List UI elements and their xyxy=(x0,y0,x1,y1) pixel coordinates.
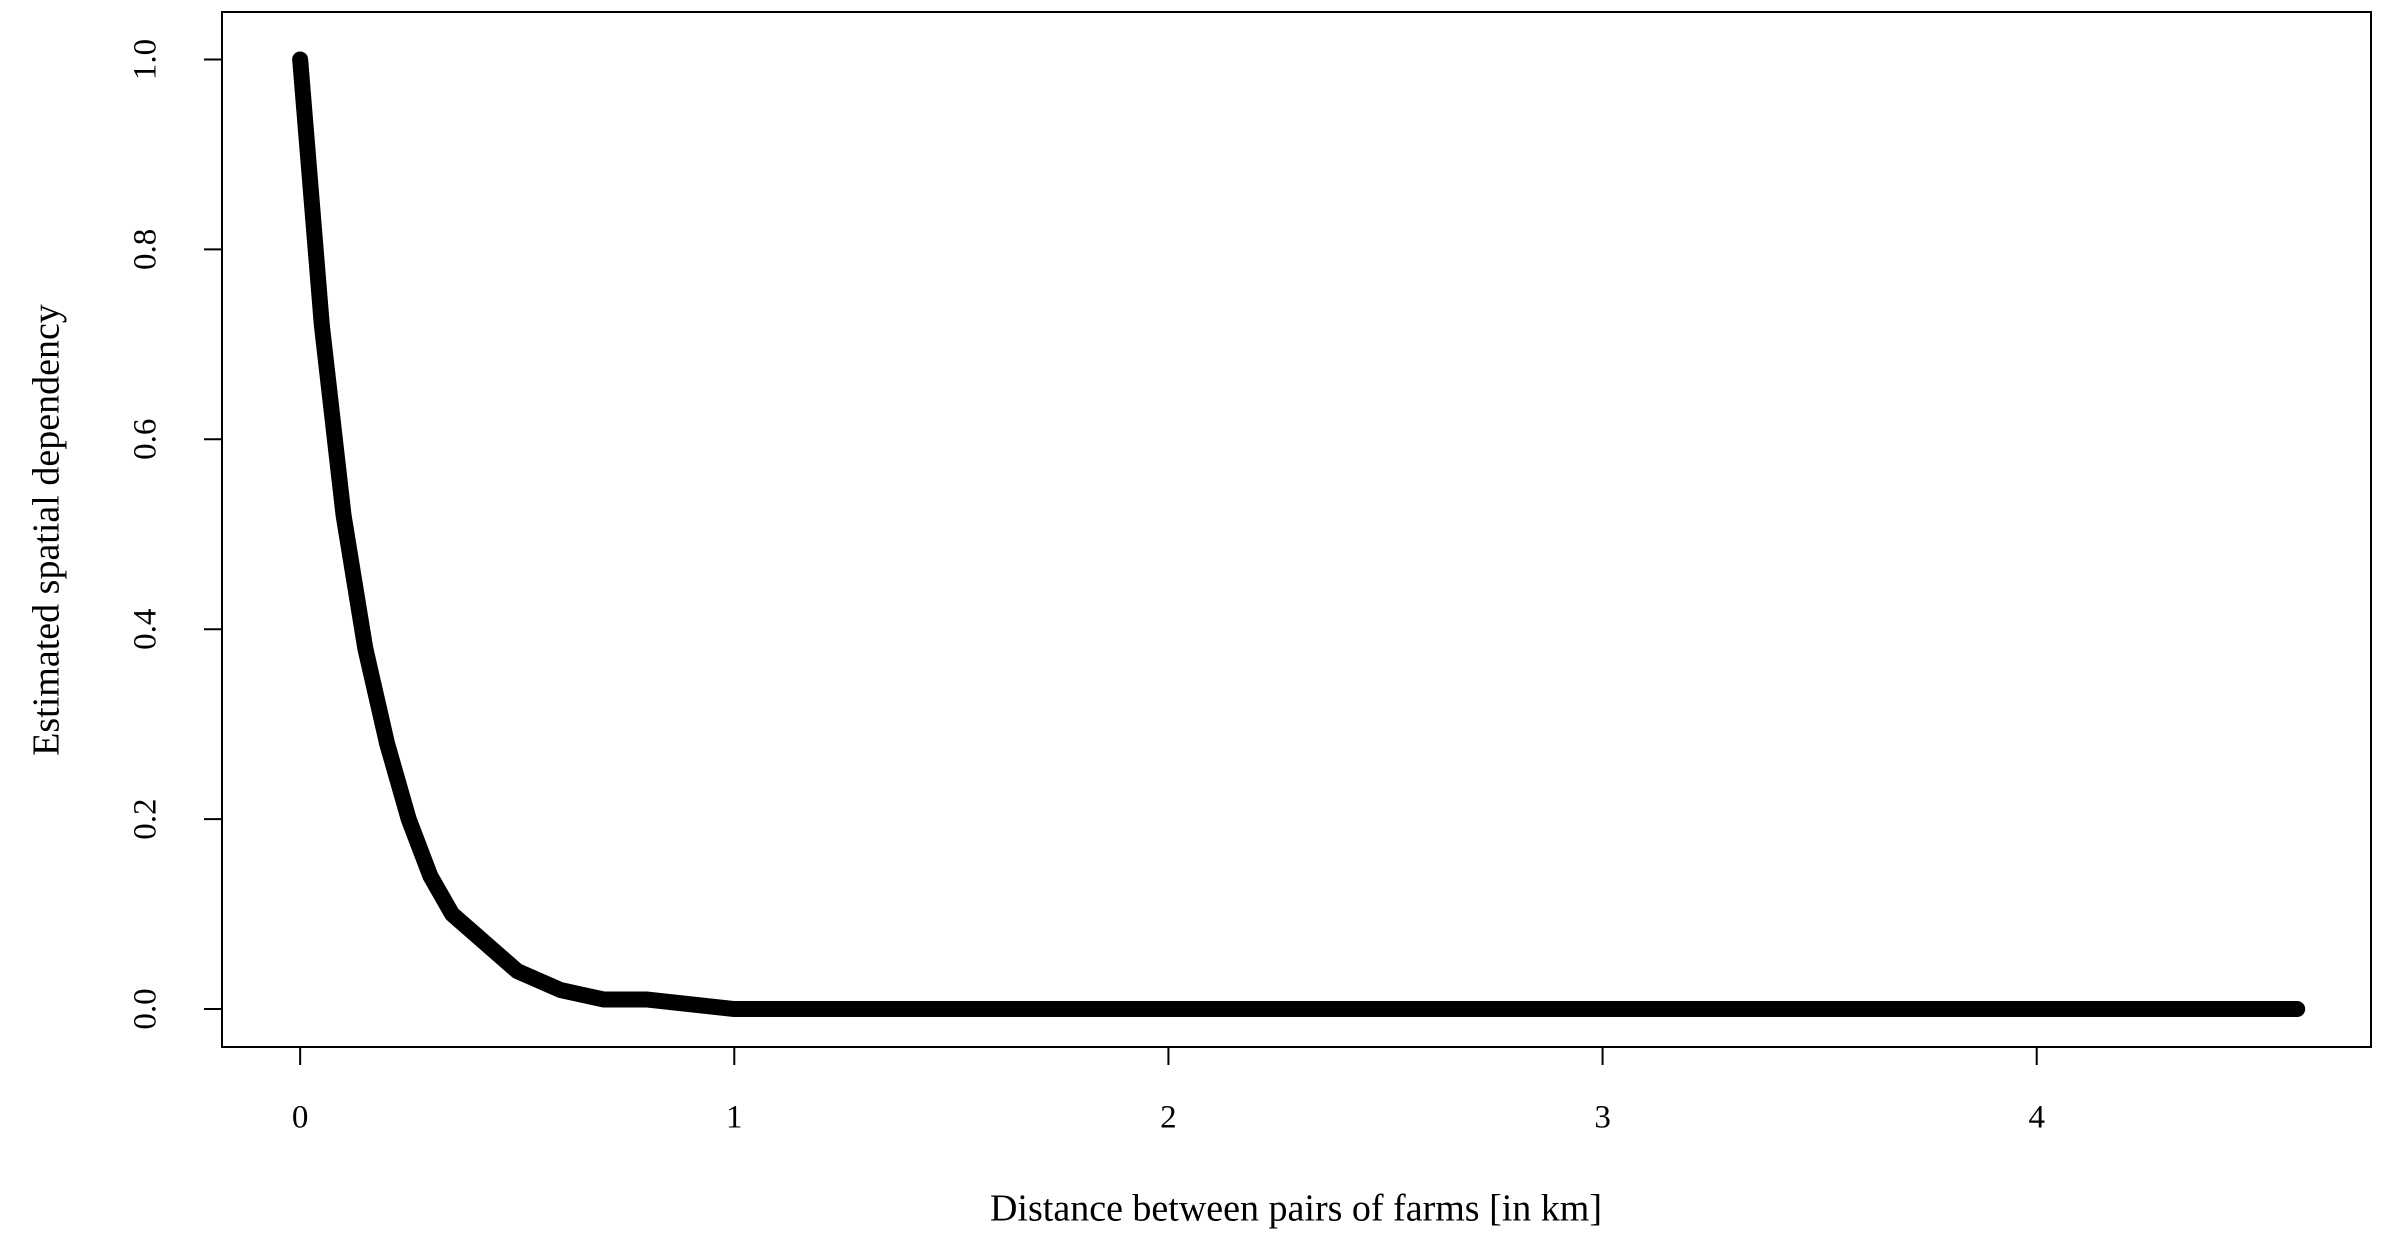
y-tick-label: 0.2 xyxy=(128,798,164,839)
x-tick-label: 0 xyxy=(292,1100,309,1136)
x-tick-label: 4 xyxy=(2028,1100,2045,1136)
y-axis-label: Estimated spatial dependency xyxy=(26,304,68,756)
x-tick-label: 3 xyxy=(1594,1100,1611,1136)
plot-frame xyxy=(221,11,2372,1048)
x-tick-label: 1 xyxy=(726,1100,743,1136)
x-tick-label: 2 xyxy=(1160,1100,1177,1136)
y-tick-label: 1.0 xyxy=(128,39,164,80)
y-tick-label: 0.8 xyxy=(128,229,164,270)
y-tick-label: 0.0 xyxy=(128,988,164,1029)
y-tick-label: 0.4 xyxy=(128,609,164,650)
y-tick-label: 0.6 xyxy=(128,419,164,460)
x-axis-label: Distance between pairs of farms [in km] xyxy=(990,1188,1602,1230)
data-line xyxy=(292,51,2306,1018)
